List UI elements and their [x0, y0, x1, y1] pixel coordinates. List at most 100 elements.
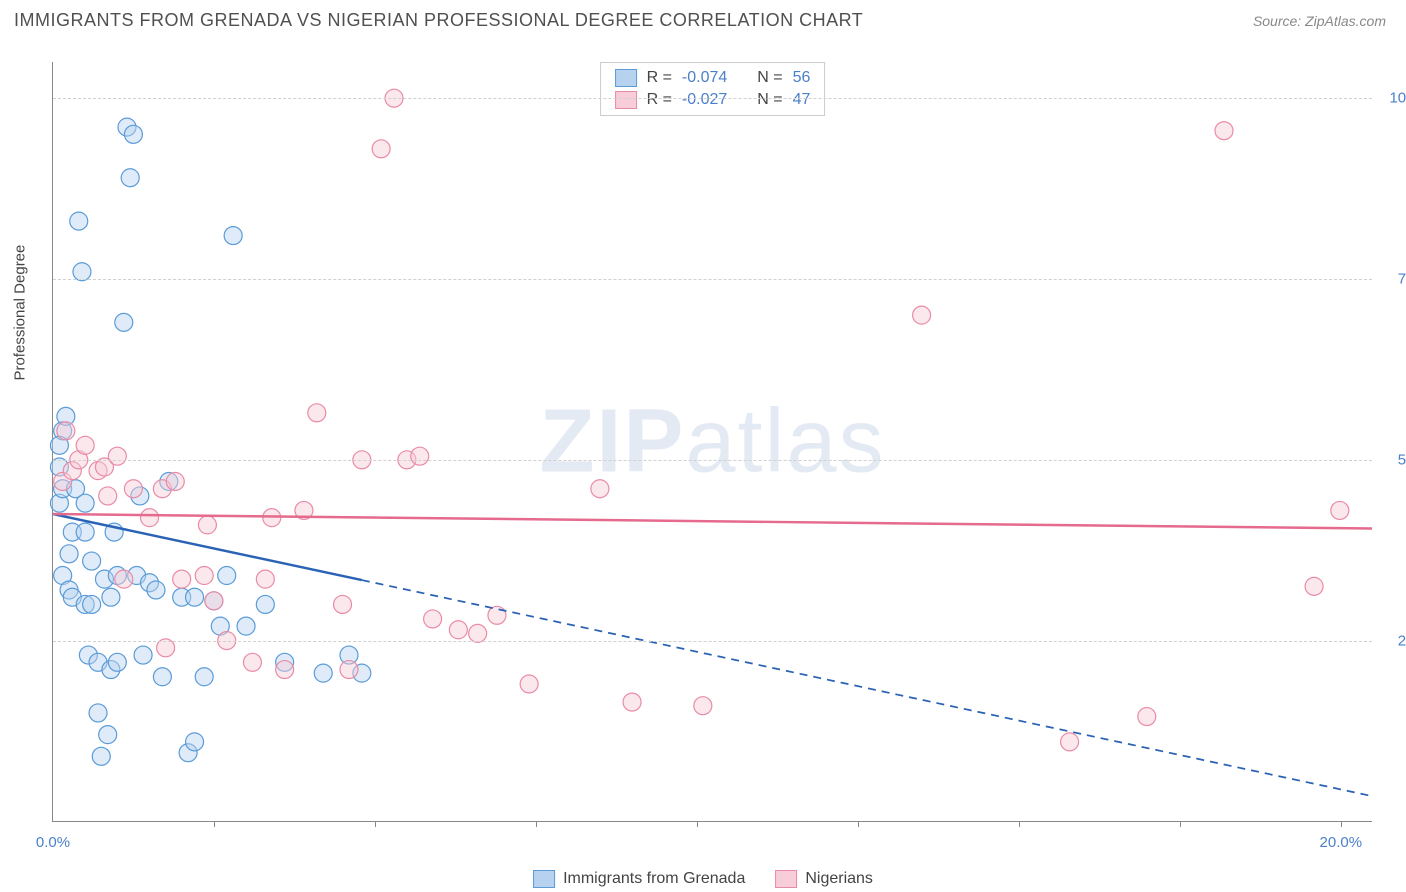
stat-r-value: -0.074 [682, 69, 727, 87]
x-tick [1180, 821, 1181, 827]
data-point [913, 306, 931, 324]
x-tick-label: 0.0% [36, 834, 70, 851]
stats-legend-row: R = -0.074 N = 56 [615, 67, 811, 89]
data-point [195, 567, 213, 585]
data-point [1215, 122, 1233, 140]
data-point [1331, 501, 1349, 519]
data-point [308, 404, 326, 422]
data-point [449, 621, 467, 639]
data-point [141, 509, 159, 527]
data-point [83, 552, 101, 570]
series-legend-item: Immigrants from Grenada [533, 870, 745, 888]
x-tick [858, 821, 859, 827]
data-point [57, 422, 75, 440]
stat-n-label: N = [757, 69, 782, 87]
data-point [76, 523, 94, 541]
data-point [256, 595, 274, 613]
series-legend-item: Nigerians [775, 870, 873, 888]
y-tick-label: 2.5% [1377, 633, 1406, 650]
data-point [115, 570, 133, 588]
data-point [115, 313, 133, 331]
data-point [99, 487, 117, 505]
trend-line [53, 514, 1372, 528]
data-point [469, 624, 487, 642]
x-tick-label: 20.0% [1320, 834, 1363, 851]
data-point [76, 436, 94, 454]
data-point [92, 747, 110, 765]
data-point [237, 617, 255, 635]
legend-swatch [615, 69, 637, 87]
legend-swatch [533, 870, 555, 888]
data-point [314, 664, 332, 682]
data-point [173, 570, 191, 588]
data-point [372, 140, 390, 158]
data-point [147, 581, 165, 599]
gridline [53, 460, 1372, 461]
data-point [424, 610, 442, 628]
stat-n-value: 47 [793, 91, 811, 109]
data-point [124, 125, 142, 143]
x-tick [536, 821, 537, 827]
gridline [53, 279, 1372, 280]
series-legend: Immigrants from Grenada Nigerians [533, 870, 873, 888]
gridline [53, 98, 1372, 99]
data-point [411, 447, 429, 465]
scatter-plot-svg [53, 62, 1372, 821]
data-point [102, 588, 120, 606]
chart-title: IMMIGRANTS FROM GRENADA VS NIGERIAN PROF… [14, 10, 863, 31]
data-point [186, 588, 204, 606]
data-point [218, 567, 236, 585]
y-tick-label: 7.5% [1377, 271, 1406, 288]
stats-legend: R = -0.074 N = 56 R = -0.027 N = 47 [600, 62, 826, 116]
source-label: Source: ZipAtlas.com [1253, 13, 1386, 29]
data-point [488, 606, 506, 624]
data-point [108, 653, 126, 671]
chart-plot-area: ZIPatlas R =-0.074N =56R =-0.027N =47 2.… [52, 62, 1372, 822]
y-tick-label: 10.0% [1377, 90, 1406, 107]
data-point [121, 169, 139, 187]
data-point [1061, 733, 1079, 751]
data-point [76, 494, 94, 512]
data-point [694, 697, 712, 715]
data-point [256, 570, 274, 588]
gridline [53, 641, 1372, 642]
data-point [186, 733, 204, 751]
legend-swatch [775, 870, 797, 888]
data-point [243, 653, 261, 671]
x-tick [214, 821, 215, 827]
data-point [108, 447, 126, 465]
data-point [60, 545, 78, 563]
stat-n-value: 56 [793, 69, 811, 87]
data-point [99, 726, 117, 744]
x-tick [1019, 821, 1020, 827]
x-tick [697, 821, 698, 827]
data-point [334, 595, 352, 613]
stat-r-label: R = [647, 69, 672, 87]
data-point [83, 595, 101, 613]
data-point [591, 480, 609, 498]
stat-r-value: -0.027 [682, 91, 727, 109]
data-point [276, 661, 294, 679]
data-point [1305, 577, 1323, 595]
series-legend-label: Immigrants from Grenada [563, 870, 745, 888]
data-point [1138, 708, 1156, 726]
data-point [198, 516, 216, 534]
x-tick [1341, 821, 1342, 827]
stat-n-label: N = [757, 91, 782, 109]
data-point [340, 661, 358, 679]
data-point [166, 472, 184, 490]
y-axis-title: Professional Degree [12, 245, 29, 381]
stats-legend-row: R = -0.027 N = 47 [615, 89, 811, 111]
data-point [623, 693, 641, 711]
data-point [205, 592, 223, 610]
data-point [224, 227, 242, 245]
series-legend-label: Nigerians [805, 870, 873, 888]
x-tick [375, 821, 376, 827]
data-point [195, 668, 213, 686]
data-point [124, 480, 142, 498]
data-point [520, 675, 538, 693]
data-point [70, 212, 88, 230]
data-point [73, 263, 91, 281]
legend-swatch [615, 91, 637, 109]
stat-r-label: R = [647, 91, 672, 109]
